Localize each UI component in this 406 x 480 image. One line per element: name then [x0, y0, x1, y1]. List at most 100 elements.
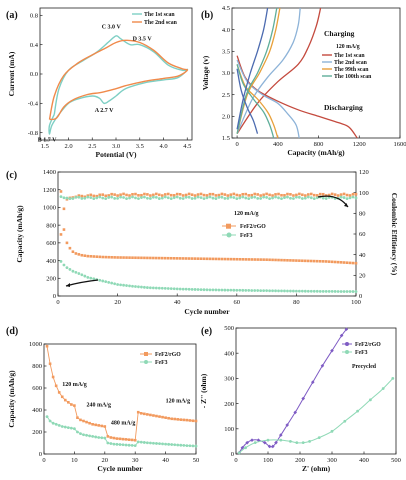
panel-b-xtick-label: 0: [235, 141, 238, 148]
panel-c-marker-2: [107, 280, 111, 284]
panel-c-xtick-label: 60: [234, 299, 241, 306]
panel-d-marker: [194, 419, 198, 423]
panel-d-marker: [155, 414, 158, 418]
panel-c-marker-1: [247, 258, 251, 261]
panel-c-marker-1: [119, 256, 122, 259]
panel-c-marker-1: [217, 257, 221, 261]
panel-a-annotation: C 3.0 V: [102, 25, 122, 31]
panel-c-marker-2: [339, 290, 343, 293]
panel-d-marker: [188, 419, 192, 422]
panel-c-marker-3: [229, 193, 233, 196]
panel-c-marker-1: [184, 257, 188, 260]
panel-d-xtick-label: 10: [71, 457, 78, 464]
panel-c-marker-1: [259, 258, 262, 261]
panel-d-marker: [54, 384, 58, 388]
panel-a-annotation: A 2.7 V: [95, 108, 114, 114]
panel-c-marker-1: [339, 261, 343, 264]
panel-e-ytick-label: 400: [224, 350, 234, 357]
panel-label-b: (b): [201, 10, 213, 21]
panel-c-marker-2: [271, 289, 274, 293]
panel-c-marker-2: [80, 273, 84, 277]
panel-c-marker-3: [211, 192, 215, 196]
panel-e-xtick-label: 100: [263, 457, 273, 464]
panel-d-marker: [170, 443, 174, 446]
panel-c-marker-2: [247, 289, 251, 292]
panel-c-marker-3: [104, 194, 107, 198]
panel-e-xtick-label: 500: [391, 457, 401, 464]
panel-e-marker: [240, 445, 245, 450]
panel-c-marker-3: [253, 192, 256, 196]
panel-c-ytick-label: 1400: [43, 169, 56, 176]
panel-c-marker-4: [280, 197, 283, 201]
panel-c-xtick-label: 100: [351, 299, 361, 306]
panel-c-marker-2: [169, 287, 173, 291]
panel-d-legend-entry: FeF2/rGO: [155, 352, 181, 358]
panel-c-xlabel: Cycle number: [184, 307, 230, 316]
panel-b-annotation-discharging: Discharging: [324, 103, 363, 112]
panel-c-marker-2: [217, 288, 221, 292]
panel-c-marker-4: [157, 197, 161, 200]
panel-c-marker-4: [104, 197, 108, 201]
panel-c-marker-2: [351, 290, 355, 293]
panel-c-marker-1: [77, 253, 81, 256]
panel-c-marker-1: [327, 260, 331, 263]
panel-c-marker-4: [77, 195, 81, 199]
panel-e-marker: [289, 440, 292, 443]
panel-c-marker-1: [229, 257, 233, 261]
panel-a-series-1: [48, 35, 189, 135]
panel-d-marker: [152, 414, 155, 417]
panel-c-marker-1: [256, 258, 259, 261]
panel-d-marker: [51, 375, 55, 379]
panel-d-legend-swatch: [144, 352, 148, 356]
panel-d-marker: [143, 412, 146, 416]
panel-c-marker-3: [152, 193, 155, 197]
panel-a-cv-plot: 1.5 2.0 2.5 3.0 3.5 4.0 4.5 -0.8 -0.4 0.0 0.4 0.8 Po…: [7, 7, 193, 159]
panel-c-marker-3: [169, 193, 173, 197]
panel-c-marker-4: [107, 196, 111, 199]
panel-c-marker-2: [110, 281, 114, 285]
panel-d-xtick-label: 30: [132, 457, 139, 464]
panel-c-marker-1: [137, 256, 140, 260]
panel-c-marker-1: [324, 260, 328, 263]
panel-e-marker: [391, 377, 395, 380]
panel-c-marker-2: [202, 288, 206, 292]
panel-c-marker-2: [137, 285, 140, 289]
panel-c-marker-3: [244, 192, 248, 196]
panel-c-marker-4: [131, 195, 134, 199]
panel-b-charge-3: [236, 7, 281, 134]
panel-c-marker-4: [312, 197, 316, 201]
panel-d-marker: [182, 444, 186, 447]
panel-b-annotation-charging: Charging: [324, 29, 355, 38]
panel-c-marker-1: [351, 261, 355, 265]
panel-c-ytick2-label: 60: [359, 231, 366, 238]
panel-c-marker-4: [241, 195, 245, 199]
panel-c-marker-2: [295, 289, 298, 293]
panel-d-marker: [82, 419, 85, 423]
panel-e-marker: [330, 348, 334, 353]
panel-d-marker: [94, 435, 98, 439]
panel-c-ylabel: Capacity (mAh/g): [15, 205, 24, 263]
panel-c-marker-1: [169, 256, 173, 260]
panel-d-marker: [179, 418, 183, 421]
panel-d-marker: [149, 441, 152, 445]
panel-e-marker: [344, 327, 349, 332]
panel-d-marker: [88, 434, 91, 438]
panel-c-marker-3: [336, 194, 340, 197]
panel-d-marker: [63, 398, 67, 402]
panel-c-marker-1: [345, 261, 349, 264]
panel-a-series-2: [48, 39, 189, 121]
panel-c-marker-3: [259, 194, 262, 197]
panel-d-marker: [161, 415, 164, 419]
panel-c-xtick-label: 20: [114, 299, 121, 306]
panel-c-marker-4: [295, 195, 298, 199]
panel-c-marker-2: [289, 289, 292, 293]
panel-d-marker: [48, 362, 52, 366]
panel-c-marker-1: [268, 258, 271, 262]
panel-a-annotation: D 3.5 V: [133, 36, 153, 42]
panel-d-marker: [173, 417, 177, 421]
panel-c-marker-1: [161, 256, 164, 260]
panel-b-legend-entry: The 1st scan: [334, 53, 365, 59]
panel-d-marker: [103, 425, 107, 428]
panel-c-ytick-label: 1000: [43, 205, 56, 212]
panel-d-marker: [146, 413, 149, 416]
